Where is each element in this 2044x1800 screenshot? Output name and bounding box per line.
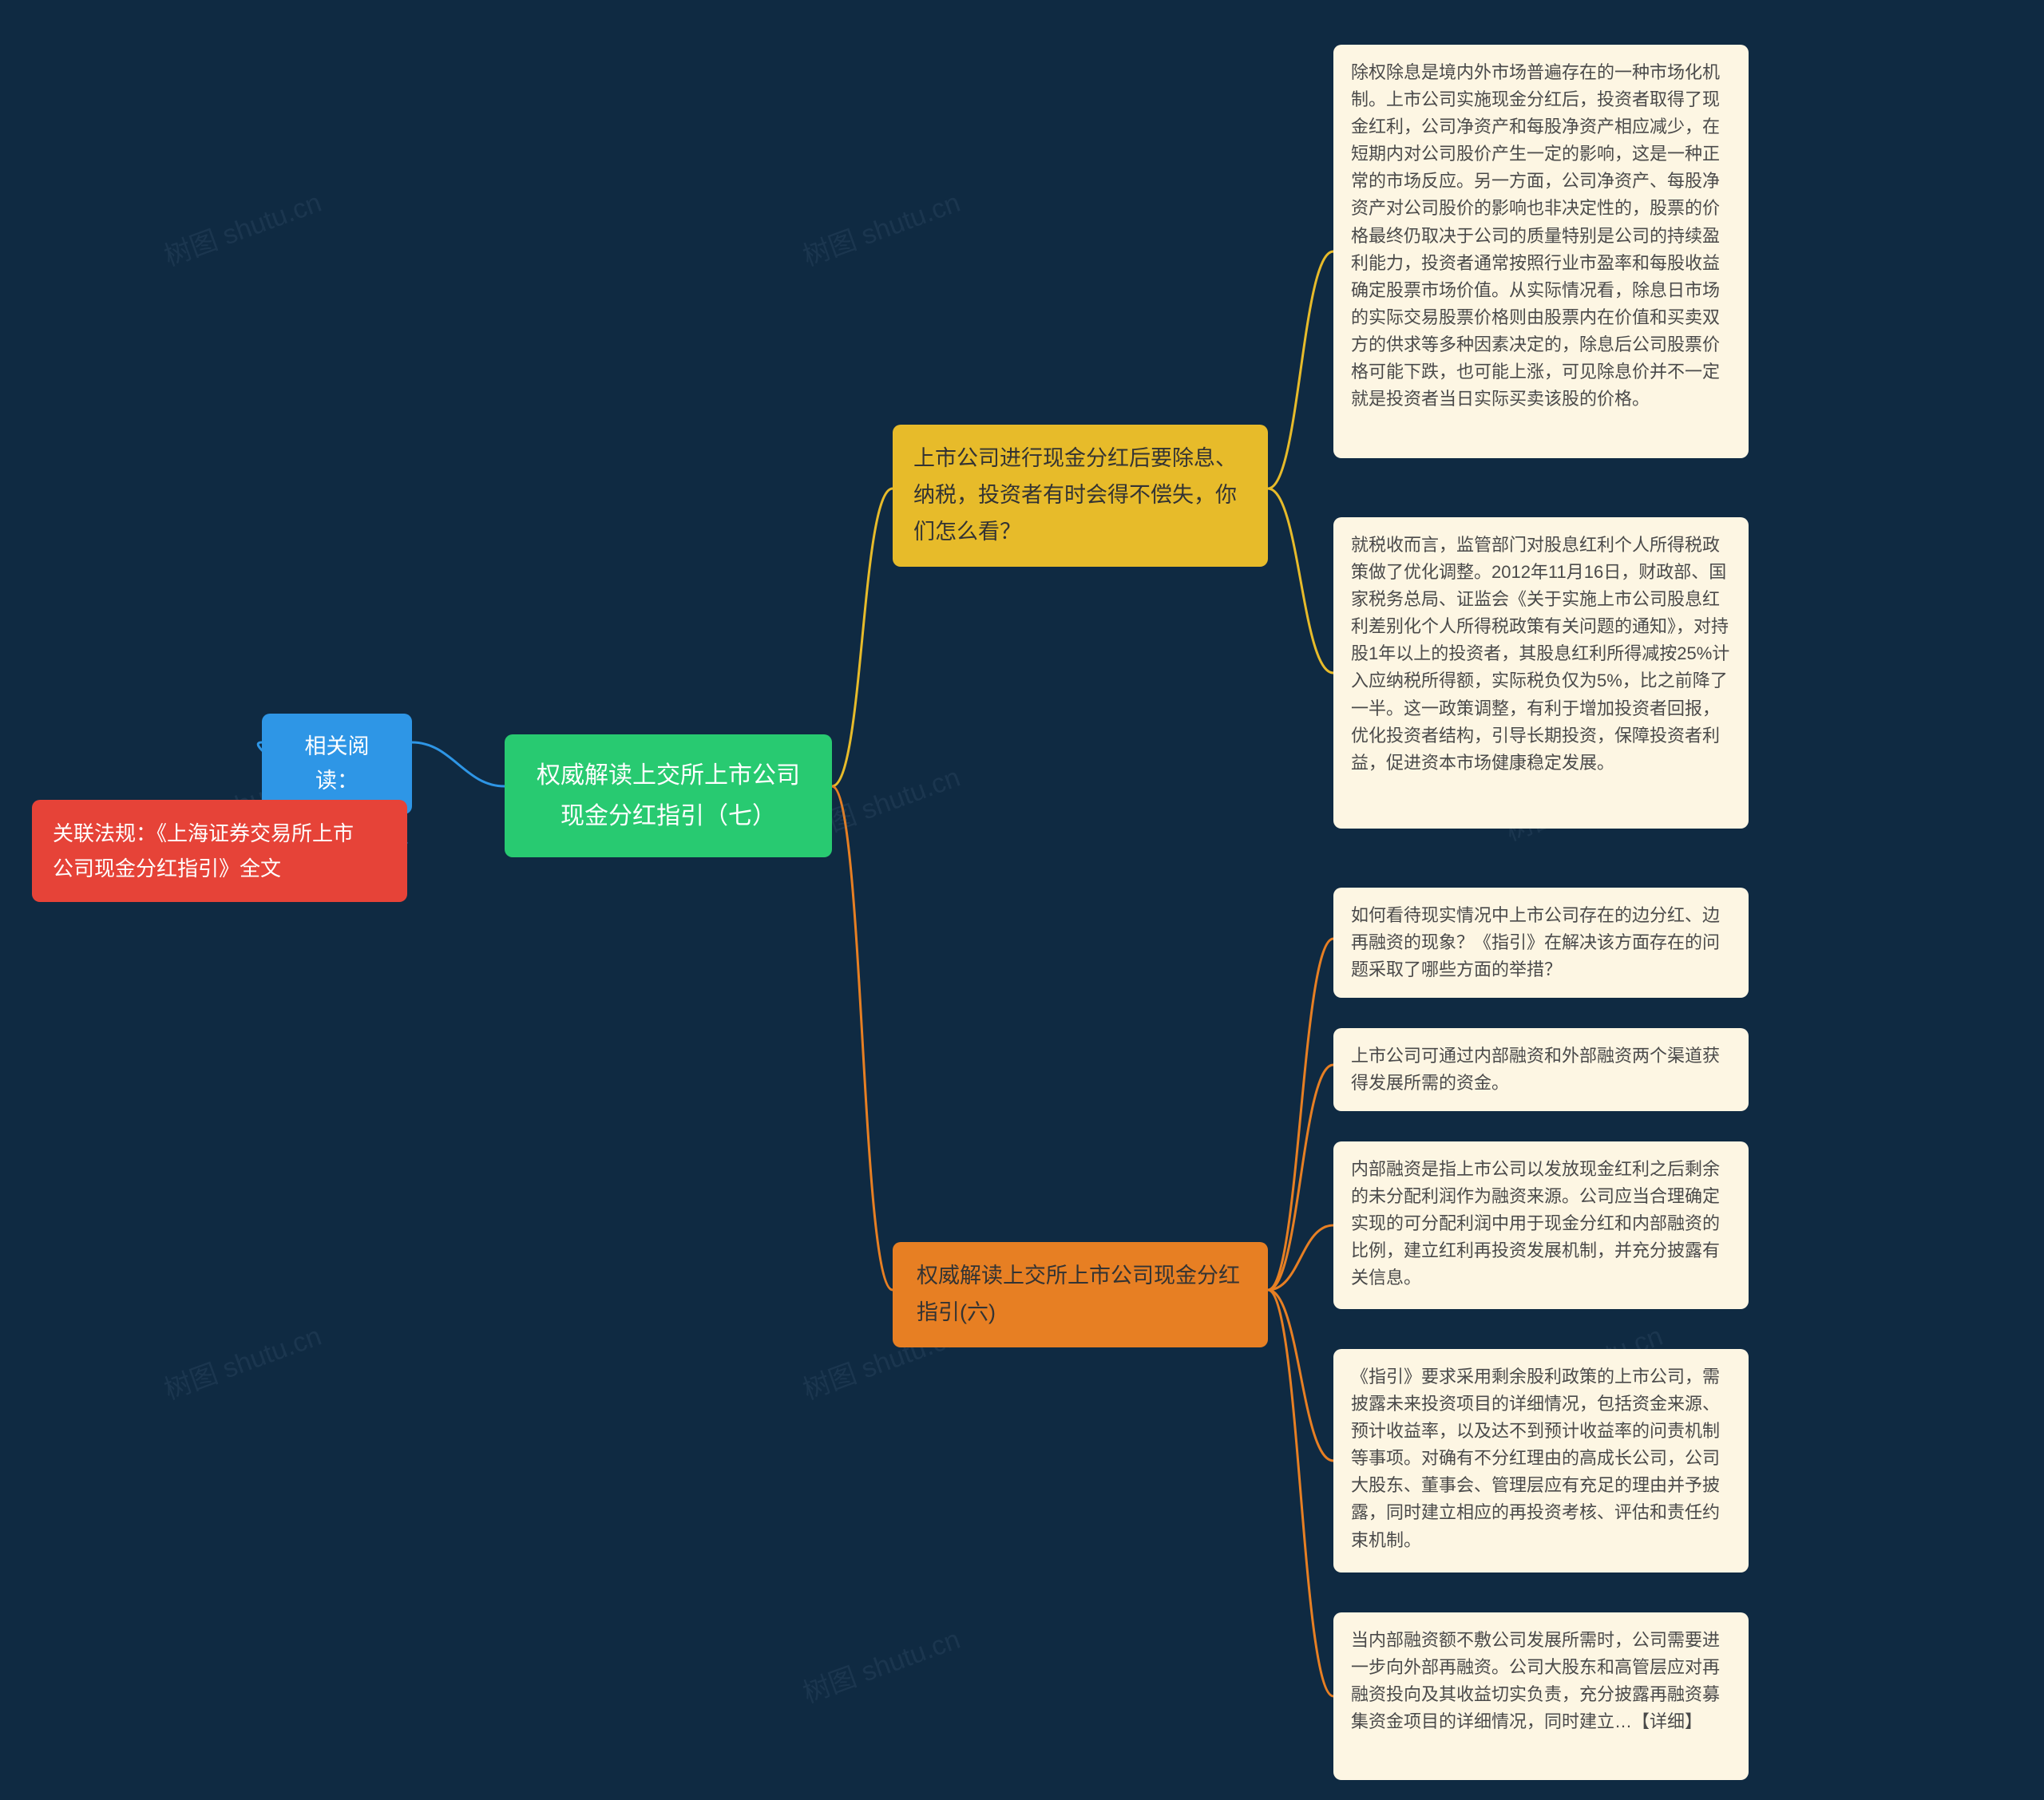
- leaf-o2-text: 上市公司可通过内部融资和外部融资两个渠道获得发展所需的资金。: [1351, 1046, 1720, 1093]
- leaf-ex-dividend-explanation[interactable]: 除权除息是境内外市场普遍存在的一种市场化机制。上市公司实施现金分红后，投资者取得…: [1333, 45, 1749, 458]
- law-line2: 公司现金分红指引》全文: [53, 851, 386, 886]
- connector-edge: [1268, 1065, 1333, 1290]
- law-line1: 关联法规：《上海证券交易所上市: [53, 816, 386, 851]
- law-reference-node[interactable]: 关联法规：《上海证券交易所上市 公司现金分红指引》全文: [32, 800, 407, 902]
- watermark-text: 树图 shutu.cn: [158, 1314, 326, 1406]
- question-dividend-tax-node[interactable]: 上市公司进行现金分红后要除息、 纳税，投资者有时会得不偿失，你 们怎么看？: [893, 425, 1268, 567]
- leaf-o5-text: 当内部融资额不敷公司发展所需时，公司需要进一步向外部再融资。公司大股东和高管层应…: [1351, 1630, 1720, 1731]
- watermark-text: 树图 shutu.cn: [797, 1617, 965, 1710]
- connector-edge: [1268, 489, 1333, 673]
- leaf-tax-policy[interactable]: 就税收而言，监管部门对股息红利个人所得税政策做了优化调整。2012年11月16日…: [1333, 517, 1749, 829]
- connector-edge: [1268, 939, 1333, 1290]
- leaf-external-refinancing[interactable]: 当内部融资额不敷公司发展所需时，公司需要进一步向外部再融资。公司大股东和高管层应…: [1333, 1612, 1749, 1780]
- connector-edge: [1268, 1225, 1333, 1290]
- leaf-internal-financing[interactable]: 内部融资是指上市公司以发放现金红利之后剩余的未分配利润作为融资来源。公司应当合理…: [1333, 1141, 1749, 1309]
- center-line1: 权威解读上交所上市公司: [529, 755, 808, 796]
- leaf-o1-text: 如何看待现实情况中上市公司存在的边分红、边再融资的现象？《指引》在解决该方面存在…: [1351, 905, 1720, 979]
- connector-edge: [832, 786, 893, 1290]
- leaf-financing-channels[interactable]: 上市公司可通过内部融资和外部融资两个渠道获得发展所需的资金。: [1333, 1028, 1749, 1111]
- leaf-y1-text: 除权除息是境内外市场普遍存在的一种市场化机制。上市公司实施现金分红后，投资者取得…: [1351, 62, 1720, 409]
- orange-line2: 指引(六): [917, 1295, 1244, 1331]
- orange-line1: 权威解读上交所上市公司现金分红: [917, 1258, 1244, 1295]
- leaf-o3-text: 内部融资是指上市公司以发放现金红利之后剩余的未分配利润作为融资来源。公司应当合理…: [1351, 1159, 1720, 1288]
- leaf-y2-text: 就税收而言，监管部门对股息红利个人所得税政策做了优化调整。2012年11月16日…: [1351, 535, 1729, 773]
- yellow-line3: 们怎么看？: [913, 514, 1247, 551]
- center-node[interactable]: 权威解读上交所上市公司 现金分红指引（七）: [505, 734, 832, 857]
- related-text: 相关阅读：: [305, 734, 370, 793]
- connector-edge: [1268, 251, 1333, 489]
- watermark-text: 树图 shutu.cn: [158, 180, 326, 273]
- connector-edge: [1268, 1290, 1333, 1461]
- watermark-text: 树图 shutu.cn: [797, 180, 965, 273]
- guide-six-node[interactable]: 权威解读上交所上市公司现金分红 指引(六): [893, 1242, 1268, 1347]
- center-line2: 现金分红指引（七）: [529, 796, 808, 837]
- yellow-line2: 纳税，投资者有时会得不偿失，你: [913, 477, 1247, 514]
- connector-edge: [832, 489, 893, 786]
- yellow-line1: 上市公司进行现金分红后要除息、: [913, 441, 1247, 477]
- leaf-o4-text: 《指引》要求采用剩余股利政策的上市公司，需披露未来投资项目的详细情况，包括资金来…: [1351, 1367, 1720, 1550]
- leaf-refinancing-question[interactable]: 如何看待现实情况中上市公司存在的边分红、边再融资的现象？《指引》在解决该方面存在…: [1333, 888, 1749, 998]
- leaf-residual-dividend-policy[interactable]: 《指引》要求采用剩余股利政策的上市公司，需披露未来投资项目的详细情况，包括资金来…: [1333, 1349, 1749, 1573]
- connector-edge: [1268, 1290, 1333, 1696]
- connector-edge: [412, 742, 505, 786]
